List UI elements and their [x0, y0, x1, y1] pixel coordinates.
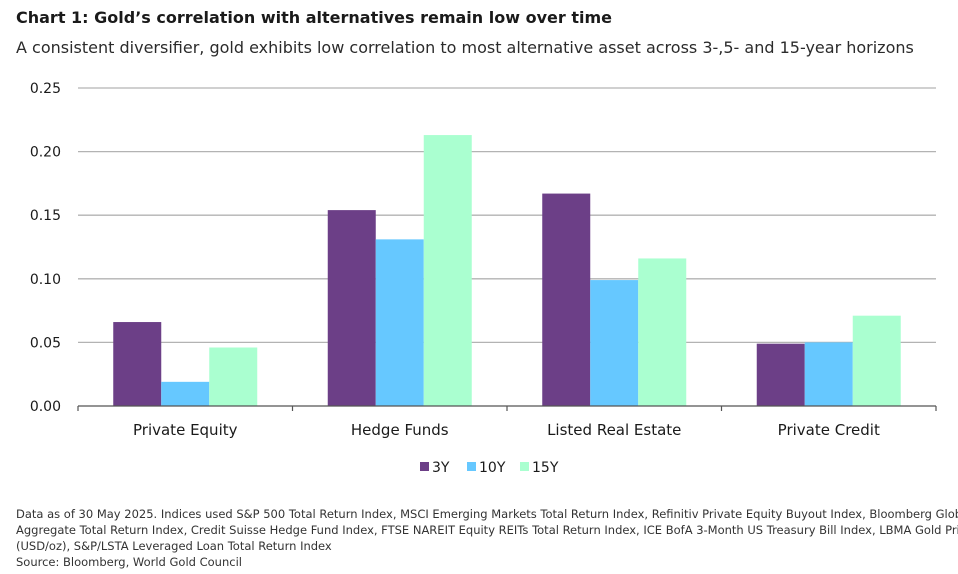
bar-15y-listed-real-estate: [638, 258, 687, 406]
bar-3y-hedge-funds: [327, 210, 376, 406]
bar-15y-private-equity: [209, 347, 258, 406]
footnote-line-3: (USD/oz), S&P/LSTA Leveraged Loan Total …: [16, 539, 332, 553]
chart-title: Chart 1: Gold’s correlation with alterna…: [16, 8, 612, 27]
x-category-label: Private Credit: [778, 421, 880, 439]
footnote-line-1: Data as of 30 May 2025. Indices used S&P…: [16, 507, 958, 521]
legend-swatch-10y: [467, 462, 476, 471]
source-note: Source: Bloomberg, World Gold Council: [16, 555, 242, 569]
bar-10y-listed-real-estate: [590, 280, 639, 406]
bar-3y-listed-real-estate: [542, 193, 591, 406]
y-tick-label: 0.00: [30, 399, 61, 415]
bar-3y-private-equity: [113, 322, 162, 406]
gridlines: [78, 87, 936, 344]
y-axis-ticks: 0.00 0.05 0.10 0.15 0.20 0.25: [30, 81, 61, 415]
x-category-label: Hedge Funds: [351, 421, 449, 439]
x-category-label: Private Equity: [133, 421, 238, 439]
chart-subtitle: A consistent diversifier, gold exhibits …: [16, 38, 914, 57]
legend-swatch-15y: [520, 462, 529, 471]
bar-3y-private-credit: [756, 343, 805, 406]
bars: [113, 135, 901, 406]
y-tick-label: 0.05: [30, 335, 61, 351]
y-tick-label: 0.10: [30, 272, 61, 288]
bar-10y-private-credit: [804, 342, 853, 406]
footnote-line-2: Aggregate Total Return Index, Credit Sui…: [16, 523, 958, 537]
bar-10y-private-equity: [161, 381, 210, 406]
legend-label: 3Y: [432, 460, 450, 476]
y-tick-label: 0.25: [30, 81, 61, 97]
bar-15y-private-credit: [852, 315, 901, 406]
y-tick-label: 0.20: [30, 145, 61, 161]
footnotes: Data as of 30 May 2025. Indices used S&P…: [16, 506, 958, 570]
legend-swatch-3y: [420, 462, 429, 471]
x-category-label: Listed Real Estate: [547, 421, 681, 439]
y-tick-label: 0.15: [30, 208, 61, 224]
legend: 3Y 10Y 15Y: [420, 460, 559, 476]
category-labels: Private Equity Hedge Funds Listed Real Est…: [133, 421, 880, 439]
x-axis: [77, 405, 937, 411]
bar-15y-hedge-funds: [423, 135, 472, 406]
bar-chart: 0.00 0.05 0.10 0.15 0.20 0.25 Private Equity H…: [30, 81, 937, 476]
legend-label: 15Y: [532, 460, 559, 476]
legend-label: 10Y: [479, 460, 506, 476]
bar-10y-hedge-funds: [375, 239, 424, 406]
